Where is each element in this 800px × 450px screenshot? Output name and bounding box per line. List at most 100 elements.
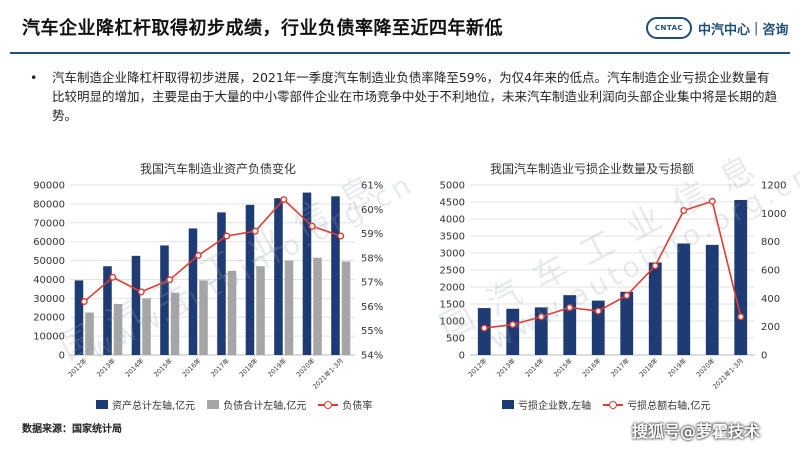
y2-tick-label: 56% [361,302,383,313]
bar-primary [506,308,520,355]
logo-badge: CNTAC [646,17,692,39]
line-series [484,200,742,329]
logo: CNTAC 中汽中心 | 咨询 [646,17,788,39]
credit-watermark: 搜狐号@萝霍技术 [632,422,761,441]
bar-primary [734,199,748,355]
line-point [80,298,88,306]
legend-bar-swatch [207,400,220,409]
bar-primary [188,228,198,355]
y-tick-label: 4500 [440,198,465,209]
y2-tick-label: 57% [361,278,383,289]
legend-label: 亏损总额右轴,亿元 [627,401,711,412]
line-point [708,197,716,205]
legend-item: 亏损企业数,左轴 [502,397,591,412]
bar-secondary [170,292,180,355]
bar-primary [274,198,283,355]
y2-tick-label: 59% [361,229,383,240]
y2-tick-label: 800 [761,237,780,248]
x-tick-label: 2015年 [152,356,175,379]
y2-tick-label: 0 [761,351,767,362]
x-tick-label: 2020年 [294,356,317,379]
x-tick-label: 2017年 [209,356,232,379]
line-point [137,288,145,296]
line-point [566,304,574,312]
line-point [509,321,517,329]
x-tick-label: 2020年 [694,356,717,379]
y-tick-label: 10000 [33,332,65,343]
line-series [83,198,342,303]
y-tick-label: 20000 [33,313,65,324]
x-tick-label: 2013年 [95,356,118,379]
line-point [308,222,316,230]
x-tick-label: 2019年 [666,356,689,379]
legend-label: 负债率 [342,401,373,412]
y2-tick-label: 200 [761,322,780,333]
x-tick-label: 2016年 [580,356,603,379]
x-tick-label: 2021年1-3月 [310,356,345,391]
legend-label: 亏损企业数,左轴 [518,401,592,412]
bar-secondary [227,270,237,355]
y2-tick-label: 60% [361,205,383,216]
bar-secondary [313,257,322,355]
y2-tick-label: 58% [361,253,383,264]
line-point [166,276,174,284]
legend-item: 负债率 [318,397,372,412]
bar-secondary [256,266,265,355]
logo-name: 中汽中心 [698,22,751,38]
line-point [337,232,345,240]
y-tick-label: 80000 [33,199,65,210]
y-tick-label: 30000 [33,294,65,305]
y-tick-label: 70000 [33,218,65,229]
chart-title-left: 我国汽车制造业资产负债变化 [140,162,297,176]
legend-item: 资产总计左轴,亿元 [96,397,195,412]
logo-subtitle: 咨询 [762,22,789,38]
bar-secondary [113,304,123,355]
legend-line-swatch [603,400,624,410]
line-point [223,232,231,240]
y2-tick-label: 400 [761,294,780,305]
y-tick-label: 2500 [440,266,465,277]
y-tick-label: 0 [59,351,65,362]
y-tick-label: 90000 [33,181,65,192]
y-tick-label: 2000 [440,283,465,294]
x-tick-label: 2012年 [466,356,489,379]
x-tick-label: 2018年 [237,356,260,379]
x-tick-label: 2012年 [66,356,89,379]
legend-item: 负债合计左轴,亿元 [207,397,306,412]
y-tick-label: 500 [446,334,465,345]
y2-tick-label: 600 [761,266,780,277]
bar-primary [245,204,255,355]
bullet-dot: • [30,70,38,85]
bar-primary [534,307,548,355]
bar-primary [103,266,112,355]
y-tick-label: 0 [459,351,465,362]
x-tick-label: 2018年 [637,356,660,379]
data-source: 数据来源：国家统计局 [22,424,122,435]
bar-primary [677,243,691,355]
bar-primary [74,280,84,355]
y-tick-label: 4000 [440,215,465,226]
legend-label: 负债合计左轴,亿元 [223,401,307,412]
x-tick-label: 2014年 [123,356,146,379]
line-point [537,313,545,321]
line-point [109,273,117,281]
legend-left: 资产总计左轴,亿元 负债合计左轴,亿元 负债率 [96,397,384,412]
x-tick-label: 2014年 [523,356,546,379]
y2-tick-label: 54% [361,351,383,362]
x-tick-label: 2017年 [609,356,632,379]
y-tick-label: 3000 [440,249,465,260]
line-point [737,313,745,321]
bar-primary [705,244,719,355]
line-point [623,291,631,299]
y2-tick-label: 1000 [761,209,786,220]
line-point [194,251,202,259]
bar-primary [302,192,312,355]
header-divider [10,52,790,54]
y-tick-label: 5000 [440,181,465,192]
y2-tick-label: 61% [361,181,383,192]
y-tick-label: 50000 [33,256,65,267]
bar-primary [217,212,226,355]
line-point [680,207,688,215]
y-tick-label: 1500 [440,300,465,311]
legend-item: 亏损总额右轴,亿元 [603,397,710,412]
